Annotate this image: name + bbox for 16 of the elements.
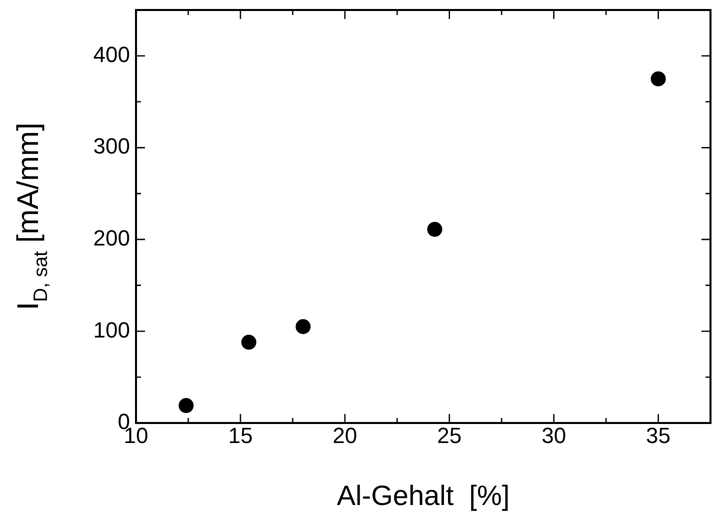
- point: [241, 334, 256, 350]
- y-tick-label: 100: [93, 317, 130, 342]
- point: [178, 398, 194, 414]
- x-axis-title: Al-Gehalt [%]: [336, 480, 510, 511]
- y-tick-label: 300: [93, 134, 130, 159]
- y-tick-label: 200: [93, 226, 130, 251]
- point: [427, 222, 442, 237]
- x-tick-label: 30: [542, 423, 566, 448]
- y-tick-label: 400: [93, 42, 130, 67]
- x-tick-label: 25: [437, 423, 462, 448]
- x-tick-label: 15: [228, 423, 253, 448]
- point: [650, 71, 666, 86]
- x-tick-label: 35: [646, 423, 671, 448]
- x-tick-label: 20: [332, 423, 358, 448]
- y-axis-title: ID, sat [mA/mm]: [12, 122, 52, 310]
- point: [296, 319, 311, 334]
